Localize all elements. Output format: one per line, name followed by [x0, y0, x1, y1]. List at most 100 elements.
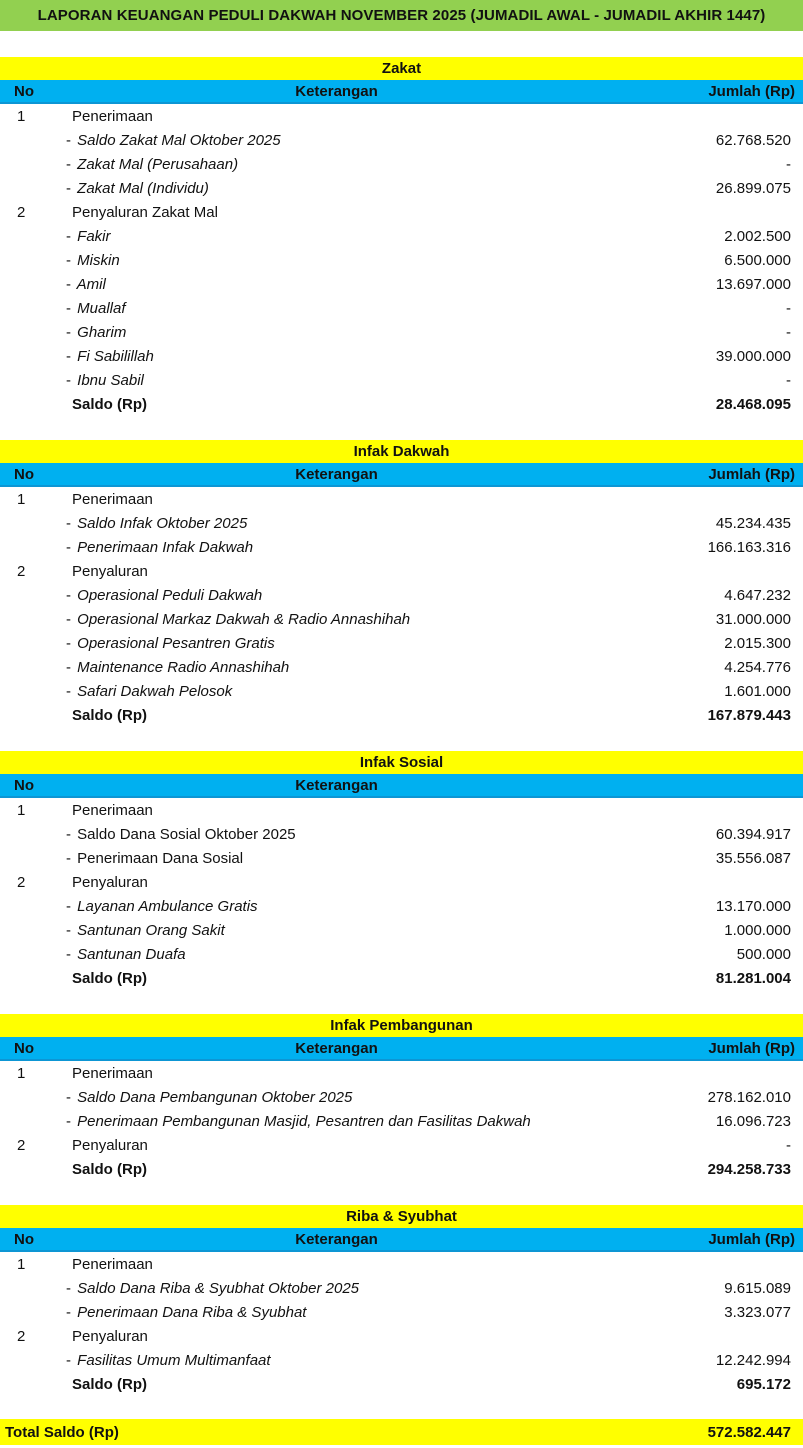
row-label: - Santunan Duafa: [40, 946, 633, 963]
column-header-no: No: [14, 776, 34, 794]
row-value: 294.258.733: [707, 1160, 791, 1178]
row-label: - Safari Dakwah Pelosok: [40, 683, 633, 700]
row-number: 2: [17, 873, 26, 891]
row-label: Penerimaan: [72, 107, 153, 125]
section-infak-pembangunan: Infak Pembangunan No Keterangan Jumlah (Rp)…: [0, 1014, 803, 1181]
row-label-text: Fasilitas Umum Multimanfaat: [73, 1351, 271, 1369]
bullet-dash: -: [66, 1303, 71, 1321]
row-label: - Fi Sabilillah: [40, 348, 633, 365]
row-value: 1.000.000: [724, 921, 791, 939]
table-header-row: No Keterangan Jumlah (Rp): [0, 1037, 803, 1061]
row-number: 2: [17, 1327, 26, 1345]
column-header-keterangan: Keterangan: [295, 1230, 378, 1248]
column-header-jumlah: Jumlah (Rp): [708, 465, 795, 483]
table-row: - Saldo Infak Oktober 2025 45.234.435: [0, 511, 803, 535]
table-row: 2 Penyaluran: [0, 1324, 803, 1348]
section-infak-sosial: Infak Sosial No Keterangan 1 Penerimaan - Sal…: [0, 751, 803, 990]
bullet-dash: -: [66, 538, 71, 556]
row-value: 60.394.917: [715, 825, 791, 843]
row-label: - Penerimaan Pembangunan Masjid, Pesantr…: [40, 1113, 633, 1130]
row-label-text: Operasional Peduli Dakwah: [73, 586, 263, 604]
row-value: 13.697.000: [715, 275, 791, 293]
bullet-dash: -: [66, 227, 71, 245]
row-number: 1: [17, 1255, 26, 1273]
bullet-dash: -: [66, 1112, 71, 1130]
row-value: 1.601.000: [724, 682, 791, 700]
table-row: - Maintenance Radio Annashihah 4.254.776: [0, 655, 803, 679]
row-label: - Layanan Ambulance Gratis: [40, 898, 633, 915]
saldo-row: Saldo (Rp) 81.281.004: [0, 966, 803, 990]
row-value: 26.899.075: [715, 179, 791, 197]
column-header-no: No: [14, 1039, 34, 1057]
section-riba-syubhat: Riba & Syubhat No Keterangan Jumlah (Rp) 1 Pe…: [0, 1205, 803, 1396]
row-label-text: Miskin: [73, 251, 120, 269]
row-label: - Santunan Orang Sakit: [40, 922, 633, 939]
row-label-text: Santunan Duafa: [73, 945, 186, 963]
bullet-dash: -: [66, 155, 71, 173]
table-row: - Gharim -: [0, 320, 803, 344]
row-value: -: [786, 371, 791, 389]
row-label: Penerimaan: [72, 801, 153, 819]
table-row: 2 Penyaluran: [0, 870, 803, 894]
bullet-dash: -: [66, 945, 71, 963]
column-header-jumlah: Jumlah (Rp): [708, 82, 795, 100]
row-label-text: Penerimaan Pembangunan Masjid, Pesantren…: [73, 1112, 531, 1130]
section-infak-dakwah: Infak Dakwah No Keterangan Jumlah (Rp) 1 Pene…: [0, 440, 803, 727]
row-label: Saldo (Rp): [72, 395, 147, 413]
row-label-text: Layanan Ambulance Gratis: [73, 897, 258, 915]
table-row: 1 Penerimaan: [0, 1252, 803, 1276]
row-label: Penyaluran: [72, 873, 148, 891]
table-row: - Saldo Dana Riba & Syubhat Oktober 2025…: [0, 1276, 803, 1300]
row-label: - Fasilitas Umum Multimanfaat: [40, 1352, 633, 1369]
bullet-dash: -: [66, 682, 71, 700]
table-row: 1 Penerimaan: [0, 1061, 803, 1085]
row-label-text: Saldo Dana Sosial Oktober 2025: [73, 825, 296, 843]
row-label: - Operasional Peduli Dakwah: [40, 587, 633, 604]
table-row: - Fi Sabilillah 39.000.000: [0, 344, 803, 368]
row-value: 3.323.077: [724, 1303, 791, 1321]
row-value: 278.162.010: [707, 1088, 791, 1106]
section-title: Infak Sosial: [0, 751, 803, 774]
row-number: 1: [17, 1064, 26, 1082]
row-label: Saldo (Rp): [72, 706, 147, 724]
row-label-text: Fakir: [73, 227, 111, 245]
saldo-row: Saldo (Rp) 695.172: [0, 1372, 803, 1396]
column-header-keterangan: Keterangan: [295, 82, 378, 100]
section-title: Infak Dakwah: [0, 440, 803, 463]
row-number: 2: [17, 562, 26, 580]
saldo-row: Saldo (Rp) 167.879.443: [0, 703, 803, 727]
bullet-dash: -: [66, 921, 71, 939]
bullet-dash: -: [66, 275, 71, 293]
bullet-dash: -: [66, 658, 71, 676]
row-label-text: Penerimaan Infak Dakwah: [73, 538, 254, 556]
row-label: - Penerimaan Dana Sosial: [40, 850, 633, 867]
bullet-dash: -: [66, 586, 71, 604]
row-number: 1: [17, 490, 26, 508]
table-row: - Penerimaan Infak Dakwah 166.163.316: [0, 535, 803, 559]
total-saldo-row: Total Saldo (Rp) 572.582.447: [0, 1419, 803, 1445]
table-row: - Saldo Zakat Mal Oktober 2025 62.768.520: [0, 128, 803, 152]
row-value: 62.768.520: [715, 131, 791, 149]
row-value: 6.500.000: [724, 251, 791, 269]
row-label-text: Saldo Zakat Mal Oktober 2025: [73, 131, 281, 149]
table-row: 1 Penerimaan: [0, 104, 803, 128]
row-label: - Saldo Dana Sosial Oktober 2025: [40, 826, 633, 843]
column-header-no: No: [14, 82, 34, 100]
row-label: Saldo (Rp): [72, 969, 147, 987]
row-label-text: Operasional Pesantren Gratis: [73, 634, 275, 652]
table-row: - Saldo Dana Pembangunan Oktober 2025 278…: [0, 1085, 803, 1109]
row-label: - Amil: [40, 276, 633, 293]
row-label: - Penerimaan Dana Riba & Syubhat: [40, 1304, 633, 1321]
row-label: - Miskin: [40, 252, 633, 269]
row-label-text: Operasional Markaz Dakwah & Radio Annash…: [73, 610, 411, 628]
table-row: - Penerimaan Dana Riba & Syubhat 3.323.07…: [0, 1300, 803, 1324]
row-label: Penyaluran: [72, 562, 148, 580]
table-row: - Fasilitas Umum Multimanfaat 12.242.994: [0, 1348, 803, 1372]
row-value: 28.468.095: [715, 395, 791, 413]
total-saldo-label: Total Saldo (Rp): [5, 1423, 119, 1441]
row-label: - Muallaf: [40, 300, 633, 317]
bullet-dash: -: [66, 251, 71, 269]
row-label-text: Saldo Dana Pembangunan Oktober 2025: [73, 1088, 353, 1106]
row-label: Penyaluran Zakat Mal: [72, 203, 218, 221]
